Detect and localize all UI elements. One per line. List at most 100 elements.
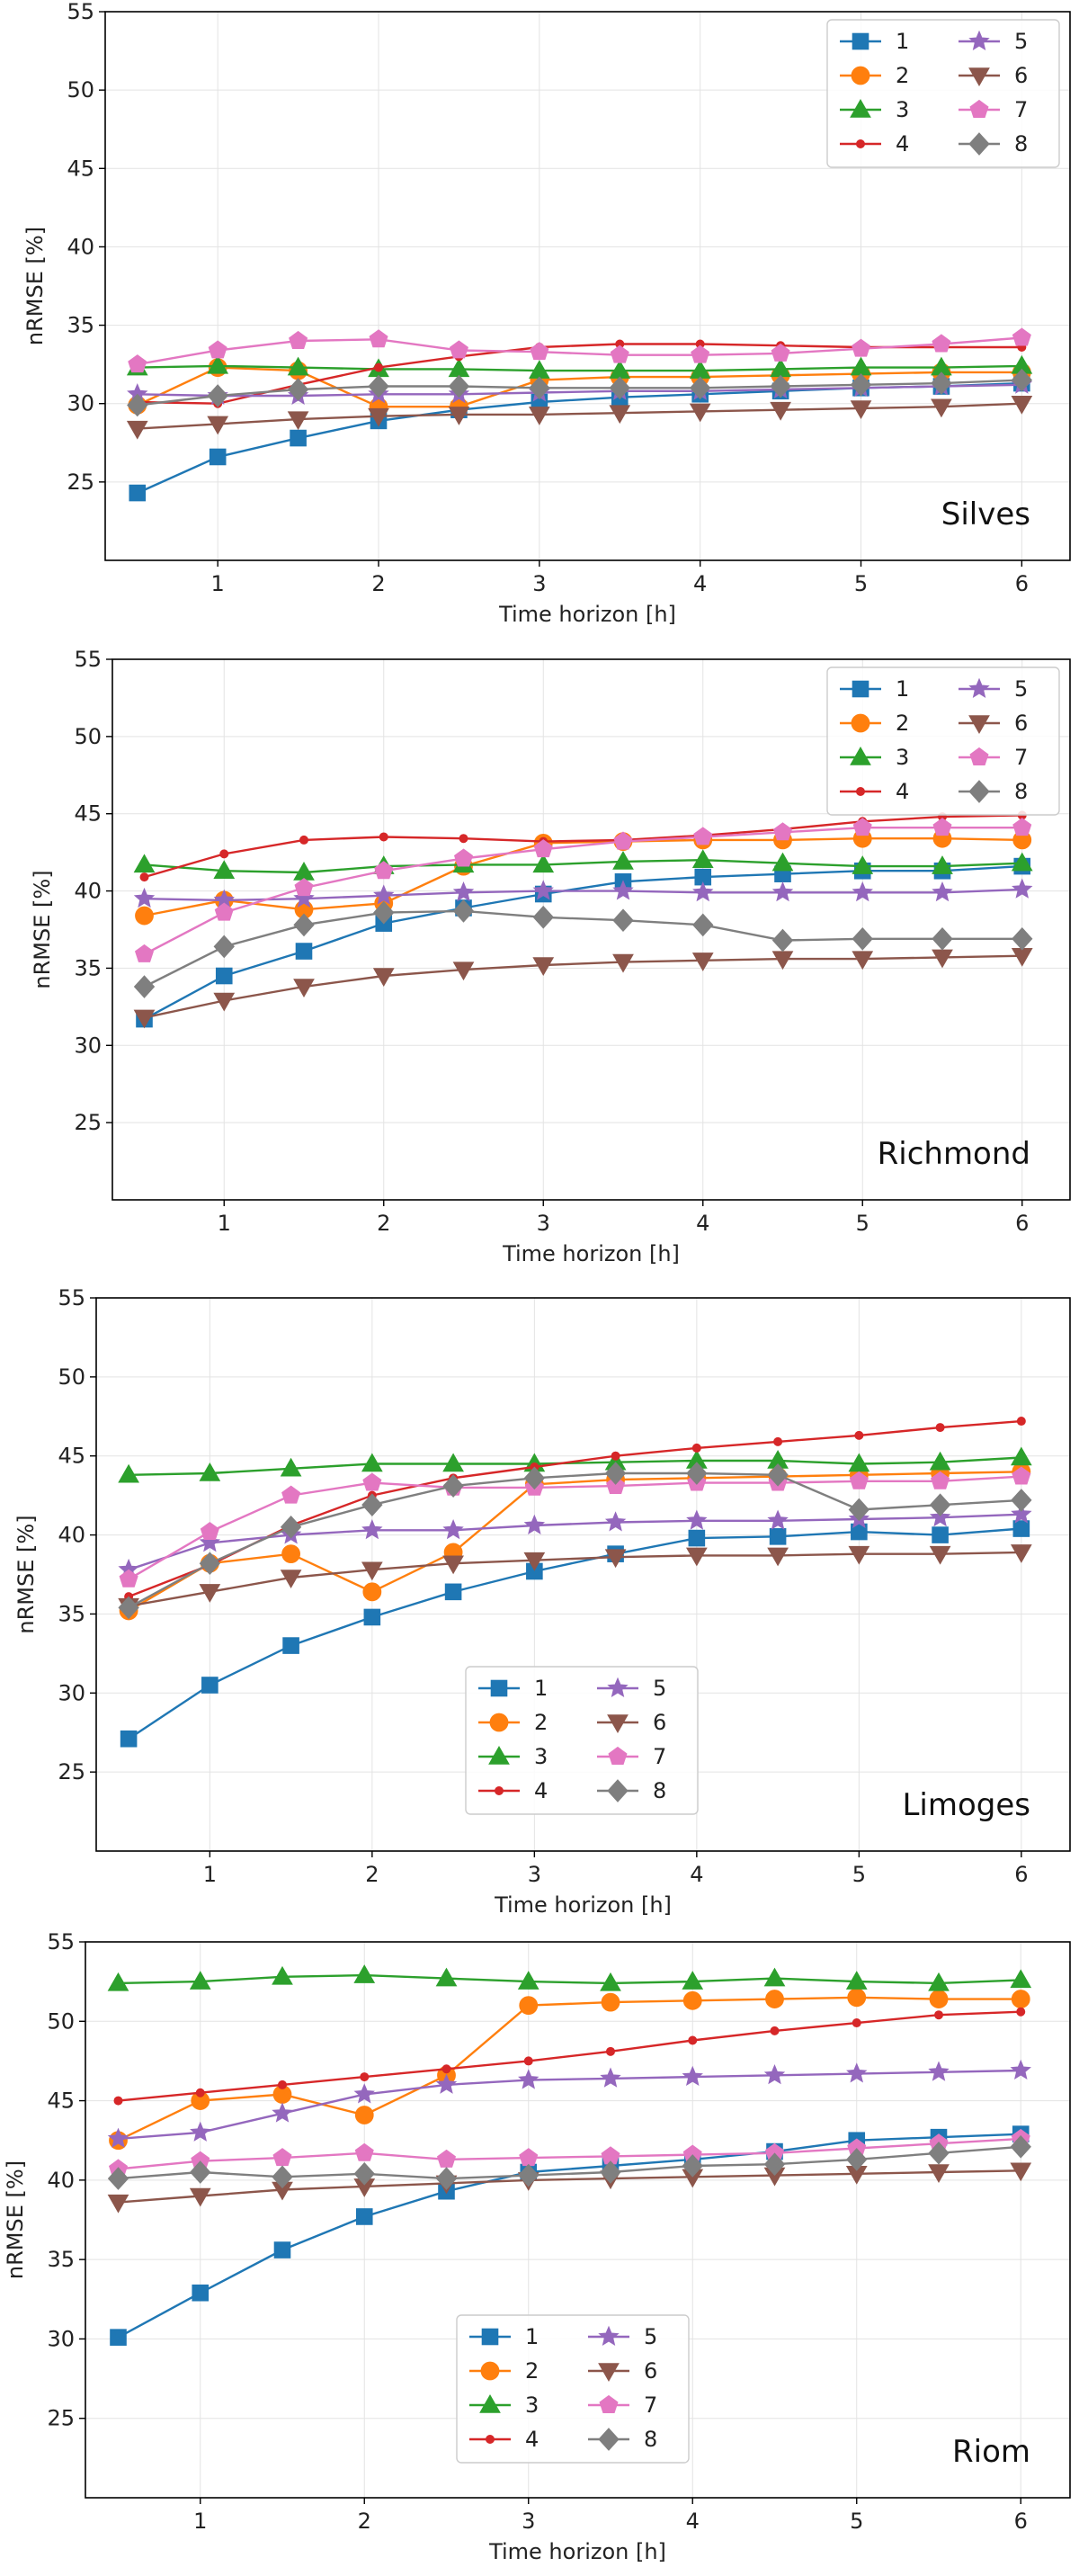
y-tick-label: 50: [74, 724, 102, 749]
legend-label-4: 4: [534, 1778, 548, 1803]
legend-marker-7: [608, 1746, 628, 1765]
series-line-1: [137, 381, 1022, 495]
data-point-8: [612, 908, 634, 933]
data-point-4: [1016, 2007, 1026, 2017]
legend-box: [456, 2314, 690, 2464]
series-7: [119, 1466, 1031, 1588]
data-point-8: [442, 1474, 464, 1498]
data-point-7: [449, 340, 468, 359]
data-point-5: [435, 2073, 458, 2094]
data-point-5: [600, 2067, 621, 2088]
data-point-6: [448, 407, 470, 425]
data-point-8: [763, 2152, 786, 2177]
y-axis-label: nRMSE [%]: [22, 227, 48, 345]
series-line-7: [137, 336, 1022, 366]
legend-label-7: 7: [644, 2393, 657, 2418]
data-point-3: [689, 360, 711, 379]
data-point-2: [601, 1992, 620, 2012]
data-point-3: [272, 1965, 293, 1985]
y-tick-label: 55: [67, 0, 94, 24]
data-point-6: [931, 398, 952, 418]
data-point-4: [441, 2064, 451, 2074]
legend-label-3: 3: [534, 1744, 548, 1769]
data-point-1: [129, 484, 147, 502]
x-tick-label: 6: [1014, 1862, 1028, 1887]
data-point-5: [353, 2083, 375, 2104]
legend-marker-3: [850, 746, 871, 765]
data-point-7: [374, 861, 394, 880]
data-point-3: [770, 358, 791, 378]
data-point-6: [850, 400, 872, 419]
series-8: [133, 899, 1033, 998]
data-point-7: [200, 1521, 219, 1541]
data-point-4: [606, 2046, 615, 2056]
data-point-5: [929, 1506, 951, 1527]
x-tick-label: 1: [218, 1211, 231, 1236]
y-tick-label: 40: [74, 879, 102, 904]
legend-label-6: 6: [644, 2358, 657, 2384]
data-point-2: [354, 2106, 374, 2124]
data-point-8: [609, 376, 630, 400]
data-point-7: [533, 839, 553, 858]
legend-label-3: 3: [525, 2393, 539, 2418]
data-point-4: [691, 1443, 701, 1453]
data-point-6: [293, 979, 315, 998]
data-point-6: [1011, 947, 1033, 967]
data-point-1: [363, 1608, 381, 1626]
series-line-7: [143, 827, 1022, 956]
series-line-3: [144, 858, 1022, 874]
data-point-5: [686, 1509, 708, 1530]
data-point-1: [282, 1637, 299, 1654]
series-line-1: [143, 864, 1022, 1021]
data-point-7: [281, 1485, 301, 1504]
data-point-5: [518, 2069, 540, 2089]
data-point-4: [113, 2096, 123, 2106]
data-point-3: [435, 1967, 458, 1987]
data-point-8: [287, 378, 309, 401]
legend-label-5: 5: [1014, 676, 1028, 702]
legend: 1 2 3 4 5 6 7 8: [826, 666, 1060, 816]
data-point-7: [691, 344, 710, 363]
data-point-3: [442, 1453, 464, 1472]
y-tick-label: 55: [47, 1929, 75, 1954]
x-tick-label: 6: [1015, 1211, 1029, 1236]
data-point-7: [530, 342, 549, 361]
data-point-5: [846, 2062, 868, 2083]
y-tick-label: 55: [74, 647, 102, 672]
series-line-8: [143, 909, 1022, 988]
legend-label-3: 3: [896, 97, 909, 122]
data-point-6: [928, 2164, 950, 2184]
site-label: Limoges: [902, 1787, 1030, 1823]
data-point-6: [442, 1555, 464, 1575]
legend-marker-3: [479, 2393, 501, 2413]
data-point-1: [932, 1526, 949, 1543]
series-line-3: [129, 1456, 1021, 1476]
series-line-5: [137, 383, 1022, 398]
y-tick-label: 25: [74, 1110, 102, 1135]
series-5: [118, 1503, 1032, 1579]
data-point-3: [199, 1462, 221, 1481]
data-point-7: [208, 340, 227, 359]
data-point-8: [280, 1515, 302, 1539]
data-point-3: [107, 1972, 129, 1991]
data-point-3: [528, 360, 550, 379]
data-point-2: [519, 1996, 539, 2016]
data-point-7: [519, 2148, 539, 2167]
legend-marker-5: [968, 677, 990, 698]
data-point-3: [280, 1457, 302, 1477]
series-line-8: [128, 1471, 1021, 1609]
legend-marker-5: [607, 1677, 629, 1697]
data-point-8: [932, 926, 953, 951]
series-line-2: [144, 837, 1022, 917]
data-point-6: [1011, 395, 1033, 415]
series-line-2: [128, 1471, 1021, 1612]
series-line-7: [128, 1475, 1021, 1580]
data-point-6: [372, 968, 395, 988]
data-point-8: [850, 372, 872, 397]
data-point-8: [1011, 1489, 1032, 1512]
data-point-8: [686, 1462, 708, 1485]
data-point-3: [682, 1971, 704, 1990]
x-tick-label: 5: [852, 1862, 866, 1887]
data-point-3: [932, 855, 953, 874]
